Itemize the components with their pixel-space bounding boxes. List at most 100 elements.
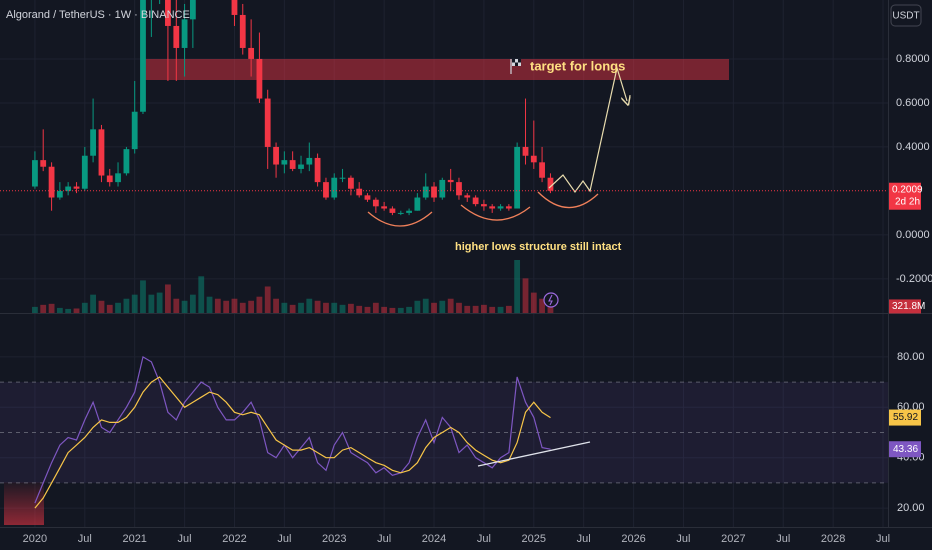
candle-body bbox=[173, 25, 180, 48]
projection-path bbox=[548, 65, 627, 194]
candle-body bbox=[356, 188, 363, 196]
x-tick-label: 2022 bbox=[222, 533, 246, 545]
rsi-tick-label: 80.00 bbox=[897, 351, 925, 363]
x-tick-label: 2023 bbox=[322, 533, 346, 545]
candle-body bbox=[514, 146, 521, 209]
rsi-background bbox=[0, 381, 888, 525]
candle-body bbox=[348, 177, 354, 189]
x-tick-label: 2026 bbox=[621, 533, 645, 545]
candle-body bbox=[181, 19, 188, 48]
candle-body bbox=[273, 146, 279, 165]
candle-body bbox=[505, 206, 512, 209]
volume-bar bbox=[289, 304, 296, 313]
candle-body bbox=[422, 186, 429, 198]
volume-bar bbox=[198, 276, 205, 313]
volume-bar bbox=[381, 306, 388, 313]
volume-bar bbox=[32, 306, 38, 313]
rsi-value-box bbox=[889, 409, 921, 426]
volume-label: 321.8M bbox=[892, 301, 925, 312]
candle-body bbox=[81, 155, 88, 189]
volume-bar bbox=[173, 298, 180, 313]
volume-bar bbox=[314, 300, 321, 313]
volume-bar bbox=[389, 307, 396, 313]
flag-icon bbox=[510, 59, 521, 74]
volume-bar bbox=[439, 300, 446, 313]
candle-body bbox=[339, 177, 346, 179]
candle-body bbox=[481, 204, 487, 207]
candle-body bbox=[414, 197, 421, 211]
candle-body bbox=[65, 186, 72, 191]
candle-body bbox=[364, 195, 371, 200]
candle-body bbox=[406, 210, 412, 213]
x-tick-label: Jul bbox=[78, 533, 92, 545]
candle-body bbox=[389, 208, 396, 213]
volume-bar bbox=[397, 307, 404, 313]
annotation-structure: higher lows structure still intact bbox=[455, 241, 622, 253]
rsi-value-label: 43.36 bbox=[893, 444, 918, 455]
volume-bar bbox=[514, 260, 521, 313]
volume-label-box bbox=[889, 299, 921, 314]
volume-bar bbox=[539, 298, 545, 313]
candle-body bbox=[289, 160, 296, 169]
last-price-label: 0.2009 bbox=[892, 184, 923, 195]
last-price-box bbox=[889, 182, 921, 210]
volume-bar bbox=[522, 278, 529, 313]
currency-button[interactable] bbox=[890, 4, 922, 27]
oversold-fill bbox=[4, 482, 44, 525]
alert-icon[interactable] bbox=[543, 292, 559, 308]
candle-body bbox=[547, 177, 554, 191]
volume-bar bbox=[422, 298, 429, 313]
y-tick-label: 0.6000 bbox=[896, 97, 930, 109]
volume-bar bbox=[264, 286, 271, 313]
volume-bar bbox=[81, 302, 88, 313]
volume-bar bbox=[273, 298, 279, 313]
candle-body bbox=[256, 58, 263, 99]
volume-bar bbox=[189, 294, 196, 313]
volume-bar bbox=[65, 308, 72, 313]
candle-body bbox=[40, 160, 47, 167]
volume-bar bbox=[48, 303, 55, 313]
volume-bar bbox=[447, 298, 454, 313]
candle-body bbox=[431, 186, 437, 198]
volume-bar bbox=[115, 302, 121, 313]
volume-bar bbox=[406, 306, 412, 313]
x-tick-label: 2028 bbox=[821, 533, 845, 545]
candle-body bbox=[115, 173, 121, 183]
candle-body bbox=[48, 166, 55, 198]
x-tick-label: 2025 bbox=[522, 533, 546, 545]
x-tick-label: Jul bbox=[377, 533, 391, 545]
volume-bar bbox=[414, 300, 421, 313]
candle-body bbox=[381, 206, 388, 209]
candle-body bbox=[372, 199, 379, 207]
candle-body bbox=[530, 155, 537, 163]
x-tick-label: Jul bbox=[277, 533, 291, 545]
candle-body bbox=[98, 129, 105, 176]
volume-bar bbox=[214, 298, 221, 313]
x-tick-label: 2020 bbox=[23, 533, 47, 545]
volume-bar bbox=[40, 304, 47, 313]
candle-body bbox=[248, 47, 255, 59]
x-tick-label: Jul bbox=[577, 533, 591, 545]
candle-body bbox=[447, 179, 454, 183]
annotation-target: target for longs bbox=[530, 58, 625, 73]
volume-bar bbox=[472, 305, 479, 313]
candle-body bbox=[323, 182, 329, 198]
y-tick-label: 0.0000 bbox=[896, 229, 930, 241]
volume-bar bbox=[140, 280, 146, 313]
volume-bar bbox=[231, 298, 238, 313]
x-tick-label: Jul bbox=[776, 533, 790, 545]
rsi-value-label: 55.92 bbox=[893, 412, 918, 423]
x-tick-label: Jul bbox=[876, 533, 890, 545]
x-tick-label: Jul bbox=[477, 533, 491, 545]
y-tick-label: -0.2000 bbox=[896, 273, 932, 285]
candle-body bbox=[314, 157, 321, 183]
volume-bar bbox=[298, 302, 304, 313]
x-tick-label: 2024 bbox=[422, 533, 446, 545]
countdown-label: 2d 2h bbox=[895, 196, 920, 207]
volume-bar bbox=[148, 294, 155, 313]
x-tick-label: Jul bbox=[676, 533, 690, 545]
currency-label[interactable]: USDT bbox=[892, 11, 919, 22]
volume-bar bbox=[90, 294, 96, 313]
x-tick-label: 2021 bbox=[122, 533, 146, 545]
